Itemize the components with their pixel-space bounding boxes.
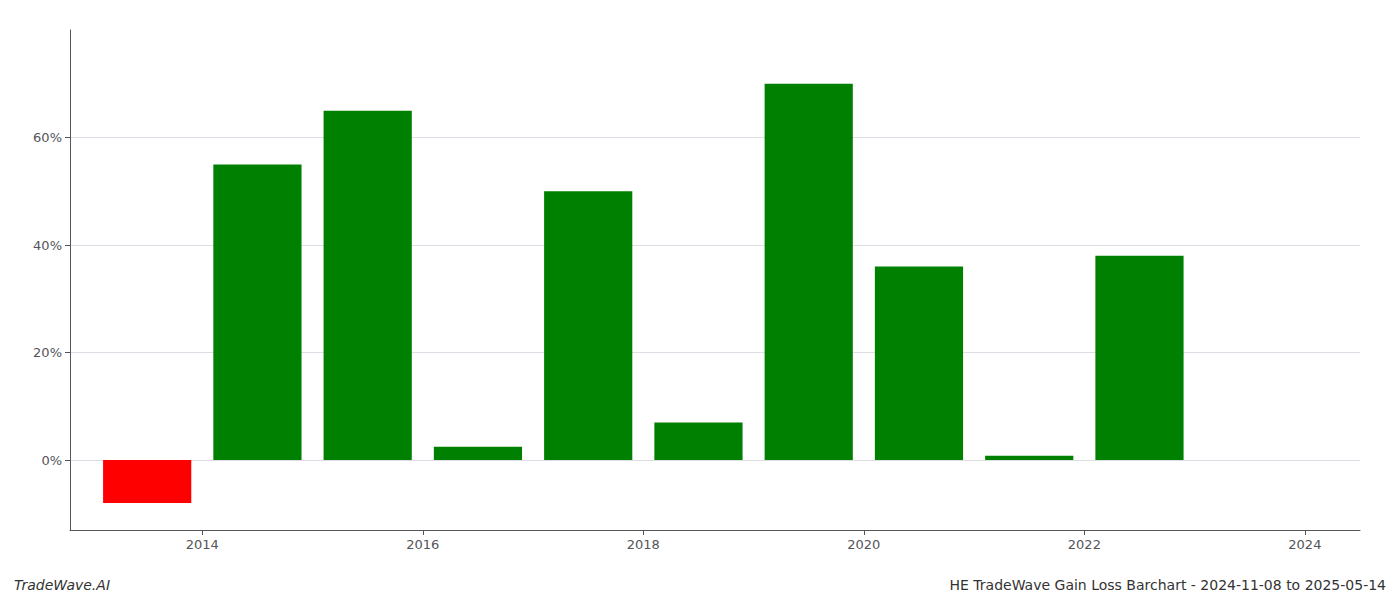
- svg-text:2022: 2022: [1068, 537, 1101, 552]
- svg-text:2020: 2020: [847, 537, 880, 552]
- svg-text:20%: 20%: [33, 345, 62, 360]
- svg-text:2014: 2014: [186, 537, 219, 552]
- svg-text:40%: 40%: [33, 238, 62, 253]
- svg-text:60%: 60%: [33, 130, 62, 145]
- svg-text:2016: 2016: [406, 537, 439, 552]
- svg-text:2018: 2018: [627, 537, 660, 552]
- svg-text:0%: 0%: [41, 453, 62, 468]
- svg-text:HE TradeWave Gain Loss Barchar: HE TradeWave Gain Loss Barchart - 2024-1…: [950, 577, 1387, 593]
- svg-text:2024: 2024: [1288, 537, 1321, 552]
- svg-text:TradeWave.AI: TradeWave.AI: [14, 577, 110, 593]
